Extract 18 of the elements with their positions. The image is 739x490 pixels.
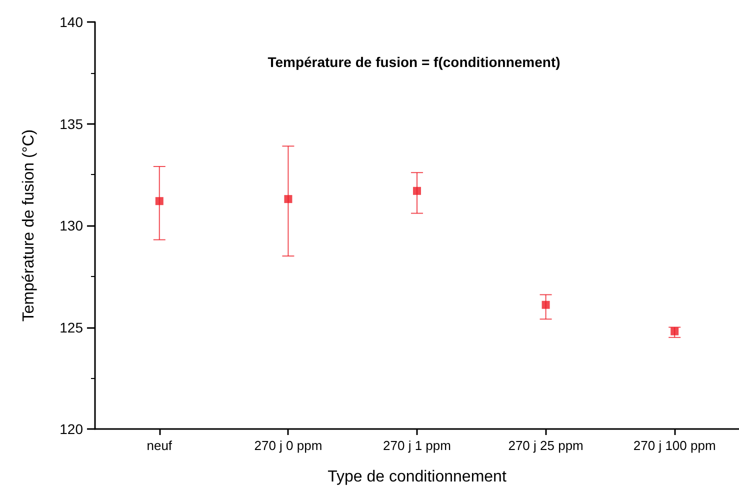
point (413, 186, 421, 195)
x-tick-label: 270 j 0 ppm (254, 438, 322, 453)
point (542, 300, 550, 309)
x-axis-title: Type de conditionnement (328, 468, 507, 486)
x-tick-label: 270 j 100 ppm (633, 438, 716, 453)
y-tick-label: 140 (60, 14, 84, 30)
x-tick-label: neuf (146, 438, 172, 453)
point (284, 195, 292, 204)
y-tick-label: 130 (60, 218, 84, 234)
y-axis-title: Température de fusion (°C) (20, 129, 38, 322)
y-tick-label: 135 (60, 116, 84, 132)
x-tick-label: 270 j 1 ppm (383, 438, 451, 453)
point (670, 327, 679, 336)
text: Température de fusion = f(conditionnement) (268, 54, 560, 70)
y-tick-label: 120 (60, 421, 84, 437)
y-tick-label: 125 (60, 319, 84, 336)
x-tick-label: 270 j 25 ppm (508, 438, 584, 453)
point (155, 197, 164, 206)
